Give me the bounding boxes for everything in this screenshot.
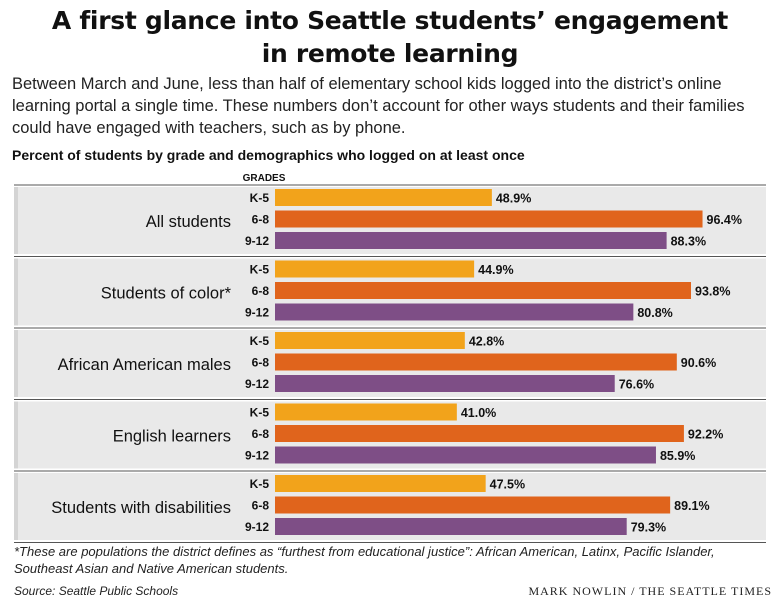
grade-tick-label: 9-12 [245, 306, 269, 320]
group-label: Students of color* [101, 285, 232, 303]
bar [275, 475, 486, 492]
bar [275, 353, 677, 371]
footnote: *These are populations the district defi… [14, 544, 715, 576]
grade-tick-label: 6-8 [252, 427, 270, 441]
data-label: 93.8% [695, 285, 730, 299]
group-label: Students with disabilities [51, 499, 231, 517]
title-line-1: A first glance into Seattle students’ en… [51, 6, 729, 35]
data-label: 76.6% [619, 378, 654, 392]
bar [275, 518, 627, 535]
chart-subhead: Percent of students by grade and demogra… [12, 147, 525, 163]
source-note: Source: Seattle Public Schools [14, 584, 179, 598]
grade-tick-label: K-5 [250, 334, 270, 348]
data-label: 42.8% [469, 335, 504, 349]
group-label: All students [146, 213, 231, 231]
bar [275, 232, 667, 249]
data-label: 96.4% [707, 213, 742, 227]
bar [275, 260, 475, 278]
bar [275, 446, 656, 464]
data-label: 88.3% [671, 235, 706, 249]
data-label: 90.6% [681, 356, 716, 370]
grade-tick-label: 9-12 [245, 377, 269, 391]
credit-line: MARK NOWLIN / THE SEATTLE TIMES [528, 584, 772, 598]
bar [275, 303, 634, 321]
grade-tick-label: K-5 [250, 406, 270, 420]
grade-tick-label: 9-12 [245, 234, 269, 248]
grade-tick-label: K-5 [250, 191, 270, 205]
group-band-edge [14, 330, 18, 397]
grade-tick-label: 9-12 [245, 449, 269, 463]
data-label: 48.9% [496, 192, 531, 206]
grade-tick-label: K-5 [250, 477, 270, 491]
bar [275, 496, 671, 514]
grade-tick-label: 6-8 [252, 499, 270, 513]
grade-tick-label: 6-8 [252, 213, 270, 227]
bar [275, 425, 684, 442]
group-band-edge [14, 401, 18, 469]
data-label: 47.5% [490, 478, 525, 492]
group-band-edge [14, 473, 18, 540]
bar [275, 210, 703, 228]
data-label: 41.0% [461, 406, 496, 420]
data-label: 79.3% [631, 521, 666, 535]
group-band-edge [14, 258, 18, 326]
bar [275, 189, 492, 206]
grades-header: GRADES [243, 173, 286, 184]
group-band-edge [14, 187, 18, 254]
group-label: African American males [58, 356, 231, 374]
title-line-2: in remote learning [261, 39, 519, 68]
group-label: English learners [113, 428, 231, 446]
grade-tick-label: 9-12 [245, 520, 269, 534]
data-label: 80.8% [637, 306, 672, 320]
data-label: 89.1% [674, 499, 709, 513]
data-label: 44.9% [478, 263, 513, 277]
chart-title: A first glance into Seattle students’ en… [0, 4, 780, 70]
bar [275, 332, 465, 349]
chart-description: Between March and June, less than half o… [12, 75, 745, 137]
bar [275, 403, 457, 421]
grade-tick-label: K-5 [250, 263, 270, 277]
grade-tick-label: 6-8 [252, 284, 270, 298]
grade-tick-label: 6-8 [252, 356, 270, 370]
data-label: 92.2% [688, 428, 723, 442]
data-label: 85.9% [660, 449, 695, 463]
bar [275, 282, 692, 299]
bar [275, 375, 615, 392]
